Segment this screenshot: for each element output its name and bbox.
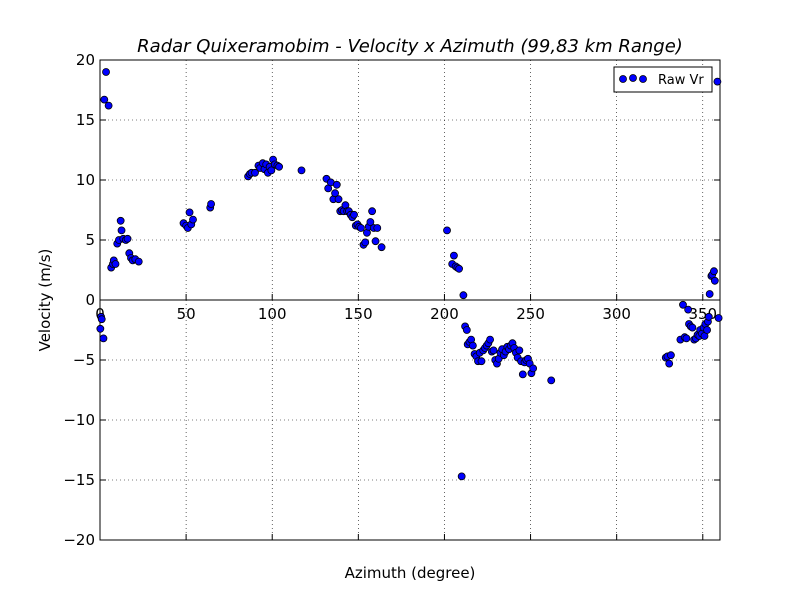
data-point: [350, 210, 358, 219]
data-point: [123, 234, 132, 243]
legend: Raw Vr: [613, 66, 713, 93]
data-point: [189, 215, 197, 224]
y-tick-label: −15: [63, 471, 95, 489]
data-point: [104, 101, 113, 110]
x-tick-label: 350: [688, 305, 717, 323]
data-point: [468, 341, 477, 350]
data-point: [457, 472, 466, 481]
data-point: [357, 224, 365, 232]
x-tick-label: 200: [430, 305, 459, 323]
data-point: [665, 359, 674, 368]
y-tick-label: 0: [85, 291, 95, 309]
data-point: [207, 200, 215, 208]
data-point: [704, 312, 713, 321]
y-tick-label: −10: [63, 411, 95, 429]
y-axis-label: Velocity (m/s): [36, 249, 54, 352]
chart-title: Radar Quixeramobim - Velocity x Azimuth …: [137, 36, 683, 57]
data-point: [251, 168, 259, 177]
legend-marker: [639, 75, 647, 83]
data-point: [710, 267, 718, 276]
data-point: [679, 300, 687, 309]
data-point: [134, 257, 143, 266]
data-point: [116, 216, 125, 225]
data-point: [489, 346, 498, 355]
y-tick-label: 5: [85, 231, 95, 249]
data-point: [97, 315, 106, 324]
data-point: [710, 276, 719, 285]
data-point: [371, 237, 380, 246]
data-point: [688, 323, 697, 332]
data-point: [185, 208, 194, 217]
data-point: [100, 95, 109, 104]
data-point: [96, 324, 105, 333]
data-point: [331, 189, 339, 198]
y-tick-label: 15: [76, 111, 95, 129]
x-tick-label: 50: [177, 305, 196, 323]
data-point: [102, 68, 110, 76]
legend-marker: [629, 74, 637, 82]
data-point: [366, 218, 375, 226]
data-point: [99, 334, 108, 343]
data-point: [515, 346, 524, 355]
data-point: [705, 290, 714, 298]
data-point: [368, 207, 377, 216]
data-point: [684, 305, 693, 314]
x-axis-label: Azimuth (degree): [345, 564, 476, 582]
legend-label: Raw Vr: [658, 73, 704, 88]
data-point: [486, 335, 494, 344]
x-tick-label: 250: [516, 305, 545, 323]
data-point: [373, 224, 382, 232]
data-point: [518, 370, 527, 379]
data-point: [529, 364, 538, 373]
data-point: [713, 77, 722, 86]
x-tick-label: 150: [344, 305, 373, 323]
data-point: [361, 238, 370, 247]
data-point: [117, 226, 126, 235]
data-point: [297, 166, 306, 175]
data-point: [267, 166, 276, 175]
data-point: [455, 264, 463, 273]
legend-marker: [619, 75, 627, 83]
data-point: [111, 260, 120, 268]
data-point: [332, 180, 341, 189]
data-point: [443, 226, 451, 235]
y-tick-label: 10: [76, 171, 95, 189]
y-tick-label: 20: [76, 51, 95, 69]
legend-marker-icon: [619, 74, 647, 83]
data-point: [477, 357, 486, 366]
data-point: [547, 376, 556, 385]
data-point: [459, 291, 468, 300]
data-point: [377, 243, 386, 252]
data-point: [450, 251, 458, 260]
y-tick-label: −20: [63, 531, 95, 549]
data-point: [667, 351, 675, 360]
x-tick-label: 100: [258, 305, 287, 323]
data-point: [682, 334, 691, 343]
y-tick-label: −5: [73, 351, 95, 369]
axes: [99, 59, 721, 541]
data-point: [275, 162, 284, 171]
data-point: [714, 314, 723, 322]
data-point: [334, 195, 343, 204]
data-point: [703, 326, 711, 334]
data-point: [462, 326, 471, 334]
x-tick-label: 300: [602, 305, 631, 323]
data-points: [96, 68, 723, 481]
